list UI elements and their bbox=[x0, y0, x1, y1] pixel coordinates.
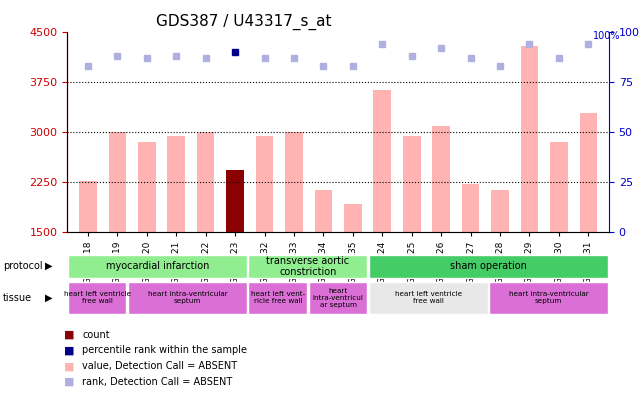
Text: count: count bbox=[82, 329, 110, 340]
Text: percentile rank within the sample: percentile rank within the sample bbox=[82, 345, 247, 356]
Text: rank, Detection Call = ABSENT: rank, Detection Call = ABSENT bbox=[82, 377, 232, 387]
Bar bbox=[369, 282, 488, 314]
Bar bbox=[403, 136, 420, 232]
Bar bbox=[167, 136, 185, 232]
Bar bbox=[128, 282, 247, 314]
Text: transverse aortic
constriction: transverse aortic constriction bbox=[267, 255, 349, 277]
Text: ▶: ▶ bbox=[45, 293, 53, 303]
Text: heart left vent-
ricle free wall: heart left vent- ricle free wall bbox=[251, 291, 305, 305]
Bar bbox=[315, 190, 332, 232]
Bar bbox=[138, 142, 156, 232]
Text: myocardial infarction: myocardial infarction bbox=[106, 261, 209, 271]
Text: ■: ■ bbox=[64, 345, 74, 356]
Text: ■: ■ bbox=[64, 361, 74, 371]
Text: protocol: protocol bbox=[3, 261, 43, 271]
Bar bbox=[249, 255, 367, 278]
Text: GDS387 / U43317_s_at: GDS387 / U43317_s_at bbox=[156, 14, 331, 30]
Text: sham operation: sham operation bbox=[450, 261, 527, 271]
Bar bbox=[68, 282, 126, 314]
Text: heart intra-ventricular
septum: heart intra-ventricular septum bbox=[148, 291, 228, 305]
Bar bbox=[489, 282, 608, 314]
Text: ■: ■ bbox=[64, 329, 74, 340]
Bar bbox=[579, 113, 597, 232]
Text: ■: ■ bbox=[64, 377, 74, 387]
Bar bbox=[308, 282, 367, 314]
Bar bbox=[79, 181, 97, 232]
Text: heart left ventricle
free wall: heart left ventricle free wall bbox=[64, 291, 131, 305]
Bar bbox=[197, 131, 215, 232]
Text: tissue: tissue bbox=[3, 293, 32, 303]
Text: ▶: ▶ bbox=[45, 261, 53, 271]
Bar bbox=[462, 184, 479, 232]
Bar bbox=[285, 131, 303, 232]
Text: heart intra-ventricular
septum: heart intra-ventricular septum bbox=[509, 291, 588, 305]
Bar bbox=[226, 169, 244, 232]
Text: heart left ventricle
free wall: heart left ventricle free wall bbox=[395, 291, 462, 305]
Text: 100%: 100% bbox=[593, 30, 620, 41]
Bar bbox=[68, 255, 247, 278]
Bar bbox=[108, 131, 126, 232]
Bar bbox=[249, 282, 307, 314]
Bar bbox=[491, 190, 509, 232]
Bar bbox=[374, 90, 391, 232]
Text: value, Detection Call = ABSENT: value, Detection Call = ABSENT bbox=[82, 361, 237, 371]
Bar bbox=[369, 255, 608, 278]
Bar bbox=[550, 142, 568, 232]
Bar bbox=[256, 136, 273, 232]
Bar bbox=[344, 204, 362, 232]
Text: heart
intra-ventricul
ar septum: heart intra-ventricul ar septum bbox=[313, 288, 363, 308]
Bar bbox=[520, 46, 538, 232]
Bar bbox=[432, 126, 450, 232]
